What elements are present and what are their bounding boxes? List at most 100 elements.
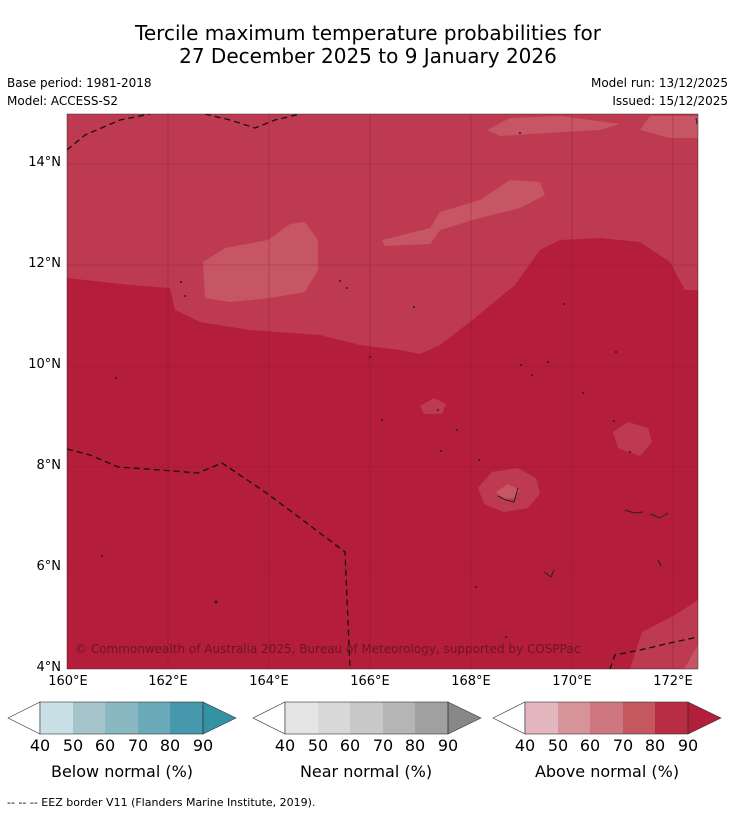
lon-tick-166e: 166°E [350, 674, 390, 689]
eez-borders [67, 114, 698, 669]
field-above-60-patch-c [496, 484, 520, 499]
cb-above-frame [524, 701, 689, 735]
atoll [657, 559, 662, 567]
gridlines [67, 114, 698, 669]
lon-tick-170e: 170°E [552, 674, 592, 689]
cb-near-arrow-high [447, 701, 482, 735]
cb-below-tick: 70 [127, 736, 149, 755]
island [613, 420, 615, 422]
cb-near-tick: 90 [437, 736, 459, 755]
island [582, 392, 584, 394]
cb-above-seg-40 [525, 702, 558, 734]
field-above-70-patch-b [613, 422, 652, 456]
island [505, 636, 507, 638]
lon-tick-168e: 168°E [451, 674, 491, 689]
eez-legend-footer: -- -- -- EEZ border V11 (Flanders Marine… [7, 796, 316, 809]
issued-date: Issued: 15/12/2025 [612, 94, 728, 108]
island [115, 377, 117, 379]
atoll [649, 512, 669, 519]
islands [101, 132, 631, 638]
atoll [543, 569, 555, 578]
eez-border-southeast [609, 636, 698, 669]
cb-near-seg-40 [285, 702, 318, 734]
island [629, 451, 631, 453]
island [413, 306, 415, 308]
model-run: Model run: 13/12/2025 [590, 76, 728, 90]
cb-below-seg-40 [40, 702, 73, 734]
cb-above-seg-50 [558, 702, 590, 734]
field-above-60-corner [684, 645, 698, 669]
cb-below-seg-70 [138, 702, 170, 734]
cb-near-arrow-low [252, 701, 286, 735]
cb-near-tick: 40 [274, 736, 296, 755]
lon-tick-160e: 160°E [48, 674, 88, 689]
colorbar-above [492, 701, 722, 735]
field-above-60-d [640, 116, 698, 138]
lat-tick-14n: 14°N [28, 155, 61, 170]
cb-near-tick: 50 [307, 736, 329, 755]
colorbar-near [252, 701, 482, 735]
cb-below-seg-60 [105, 702, 138, 734]
island [547, 361, 549, 363]
island [214, 600, 218, 604]
title-line2: 27 December 2025 to 9 January 2026 [179, 44, 557, 68]
field-above-60-a [203, 222, 318, 302]
lat-tick-4n: 4°N [36, 660, 62, 675]
lat-tick-6n: 6°N [36, 559, 62, 574]
colorbar-above-label: Above normal (%) [534, 762, 680, 781]
cb-below-frame [39, 701, 204, 735]
cb-above-seg-60 [590, 702, 623, 734]
lon-tick-162e: 162°E [148, 674, 188, 689]
island [101, 555, 103, 557]
cb-above-tick: 40 [514, 736, 536, 755]
cb-below-arrow-high [202, 701, 237, 735]
field-above-70-patch-a [420, 398, 446, 414]
cb-above-tick: 50 [547, 736, 569, 755]
cb-above-seg-80 [655, 702, 688, 734]
map-frame [66, 113, 699, 670]
cb-below-arrow-low [7, 701, 41, 735]
island [563, 303, 565, 305]
cb-near-frame [284, 701, 449, 735]
cb-below-seg-50 [73, 702, 105, 734]
island [475, 586, 477, 588]
atoll [497, 487, 519, 503]
field-above-60-b [382, 180, 545, 246]
cb-above-seg-70 [623, 702, 655, 734]
island [180, 281, 182, 283]
cb-near-tick: 60 [339, 736, 361, 755]
eez-border-north [67, 114, 301, 151]
field-above-70-corner [630, 600, 698, 669]
island [440, 450, 442, 452]
island [369, 356, 371, 358]
colorbar-near-label: Near normal (%) [299, 762, 433, 781]
lon-tick-172e: 172°E [653, 674, 693, 689]
colorbar-below [7, 701, 237, 735]
cb-near-seg-60 [350, 702, 383, 734]
island [184, 295, 186, 297]
cb-below-tick: 90 [192, 736, 214, 755]
cb-below-tick: 40 [29, 736, 51, 755]
model-name: Model: ACCESS-S2 [7, 94, 119, 108]
cb-below-tick: 80 [159, 736, 181, 755]
island [531, 374, 533, 376]
cb-below-tick: 50 [62, 736, 84, 755]
eez-border-west [67, 448, 351, 669]
atolls [497, 117, 698, 578]
atoll [695, 117, 698, 125]
map-field [67, 114, 698, 669]
cb-above-tick: 80 [644, 736, 666, 755]
lat-tick-12n: 12°N [28, 256, 61, 271]
island [456, 429, 458, 431]
cb-above-tick: 60 [579, 736, 601, 755]
cb-above-arrow-low [492, 701, 526, 735]
cb-above-tick: 90 [677, 736, 699, 755]
colorbar-below-label: Below normal (%) [50, 762, 194, 781]
cb-below-seg-80 [170, 702, 203, 734]
island [520, 364, 522, 366]
copyright-text: © Commonwealth of Australia 2025, Bureau… [75, 642, 580, 656]
field-above-60-c [487, 116, 620, 136]
cb-below-tick: 60 [94, 736, 116, 755]
lat-tick-8n: 8°N [36, 458, 62, 473]
